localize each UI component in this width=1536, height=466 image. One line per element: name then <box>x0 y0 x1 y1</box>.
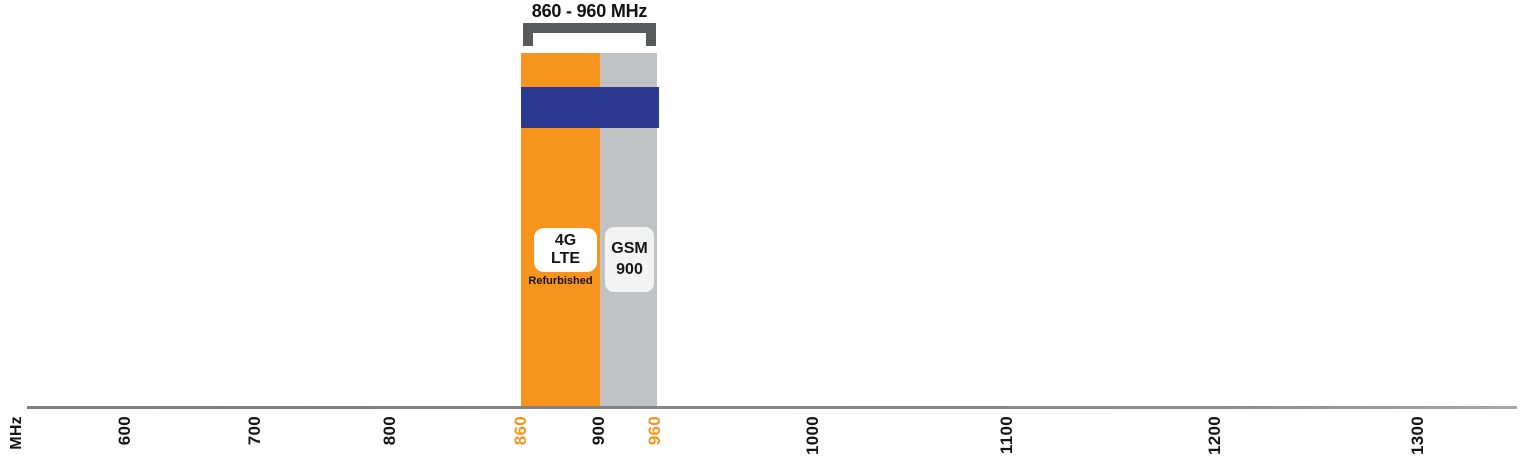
label-chip-4g-lte: 4G LTE <box>534 228 597 272</box>
axis-tick-1100: 1100 <box>997 416 1016 455</box>
label-chip-gsm-900: GSM 900 <box>605 227 654 292</box>
range-bracket <box>523 23 656 46</box>
axis-tick-860: 860 <box>511 416 530 446</box>
overlay-highlight-band <box>521 87 659 128</box>
axis-tick-800: 800 <box>380 416 399 446</box>
axis-tick-1200: 1200 <box>1205 416 1224 456</box>
axis-tick-1300: 1300 <box>1408 416 1427 456</box>
axis-unit-label: MHz <box>8 416 25 450</box>
axis-tick-700: 700 <box>245 416 264 446</box>
frequency-axis-line <box>27 406 1517 409</box>
bracket-range-label: 860 - 960 MHz <box>531 1 648 21</box>
lte-label-line2: LTE <box>550 250 581 267</box>
axis-tick-960: 960 <box>645 416 664 446</box>
gsm-label-line2: 900 <box>616 260 643 278</box>
lte-label-line1: 4G <box>554 232 577 250</box>
gsm-label-line1: GSM <box>611 239 648 257</box>
axis-tick-900: 900 <box>589 416 608 446</box>
axis-tick-600: 600 <box>115 416 134 446</box>
axis-tick-1000: 1000 <box>803 416 822 456</box>
lte-sublabel-refurbished: Refurbished <box>528 275 593 287</box>
